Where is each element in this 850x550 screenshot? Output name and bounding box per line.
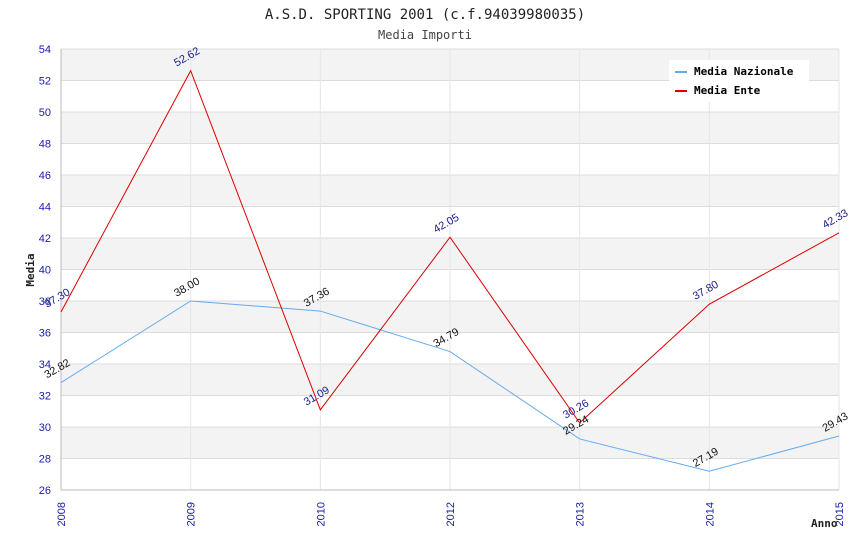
y-tick-label: 26 bbox=[39, 485, 51, 497]
y-tick-label: 48 bbox=[39, 139, 51, 151]
chart-subtitle: Media Importi bbox=[378, 28, 472, 42]
x-tick-label: 2013 bbox=[575, 502, 587, 526]
legend-box bbox=[669, 60, 809, 102]
y-tick-label: 50 bbox=[39, 107, 51, 119]
y-tick-label: 32 bbox=[39, 391, 51, 403]
y-tick-label: 42 bbox=[39, 233, 51, 245]
y-tick-label: 34 bbox=[39, 359, 51, 371]
series-lines bbox=[60, 69, 840, 472]
legend-label: Media Nazionale bbox=[694, 65, 794, 78]
x-tick-label: 2008 bbox=[56, 502, 68, 526]
data-label: 42.05 bbox=[432, 212, 462, 236]
x-tick-label: 2010 bbox=[315, 502, 327, 526]
series-line-1 bbox=[60, 69, 840, 424]
y-tick-label: 30 bbox=[39, 422, 51, 434]
data-label: 37.80 bbox=[691, 279, 721, 303]
y-tick-label: 38 bbox=[39, 296, 51, 308]
legend: Media Nazionale Media Ente bbox=[669, 60, 809, 102]
legend-label: Media Ente bbox=[694, 84, 761, 97]
y-tick-label: 28 bbox=[39, 454, 51, 466]
y-axis-ticks: 26 28 30 32 34 36 38 40 42 44 46 48 50 52 54 bbox=[39, 44, 51, 497]
series-line-0 bbox=[60, 300, 840, 472]
x-tick-label: 2012 bbox=[445, 502, 457, 526]
data-label: 42.33 bbox=[821, 207, 850, 231]
y-tick-label: 40 bbox=[39, 265, 51, 277]
y-tick-label: 52 bbox=[39, 76, 51, 88]
x-tick-label: 2015 bbox=[834, 502, 846, 526]
x-tick-label: 2014 bbox=[704, 502, 716, 526]
x-axis-label: Anno bbox=[811, 517, 838, 530]
y-tick-label: 44 bbox=[39, 202, 51, 214]
y-axis-label: Media bbox=[24, 253, 37, 286]
axes bbox=[60, 49, 839, 491]
y-tick-label: 36 bbox=[39, 328, 51, 340]
y-tick-label: 54 bbox=[39, 44, 51, 56]
x-axis-ticks: 2008 2009 2010 2012 2013 2014 2015 bbox=[56, 502, 846, 526]
data-label: 38.00 bbox=[172, 275, 202, 299]
y-tick-label: 46 bbox=[39, 170, 51, 182]
x-tick-label: 2009 bbox=[186, 502, 198, 526]
chart-title: A.S.D. SPORTING 2001 (c.f.94039980035) bbox=[265, 7, 585, 23]
